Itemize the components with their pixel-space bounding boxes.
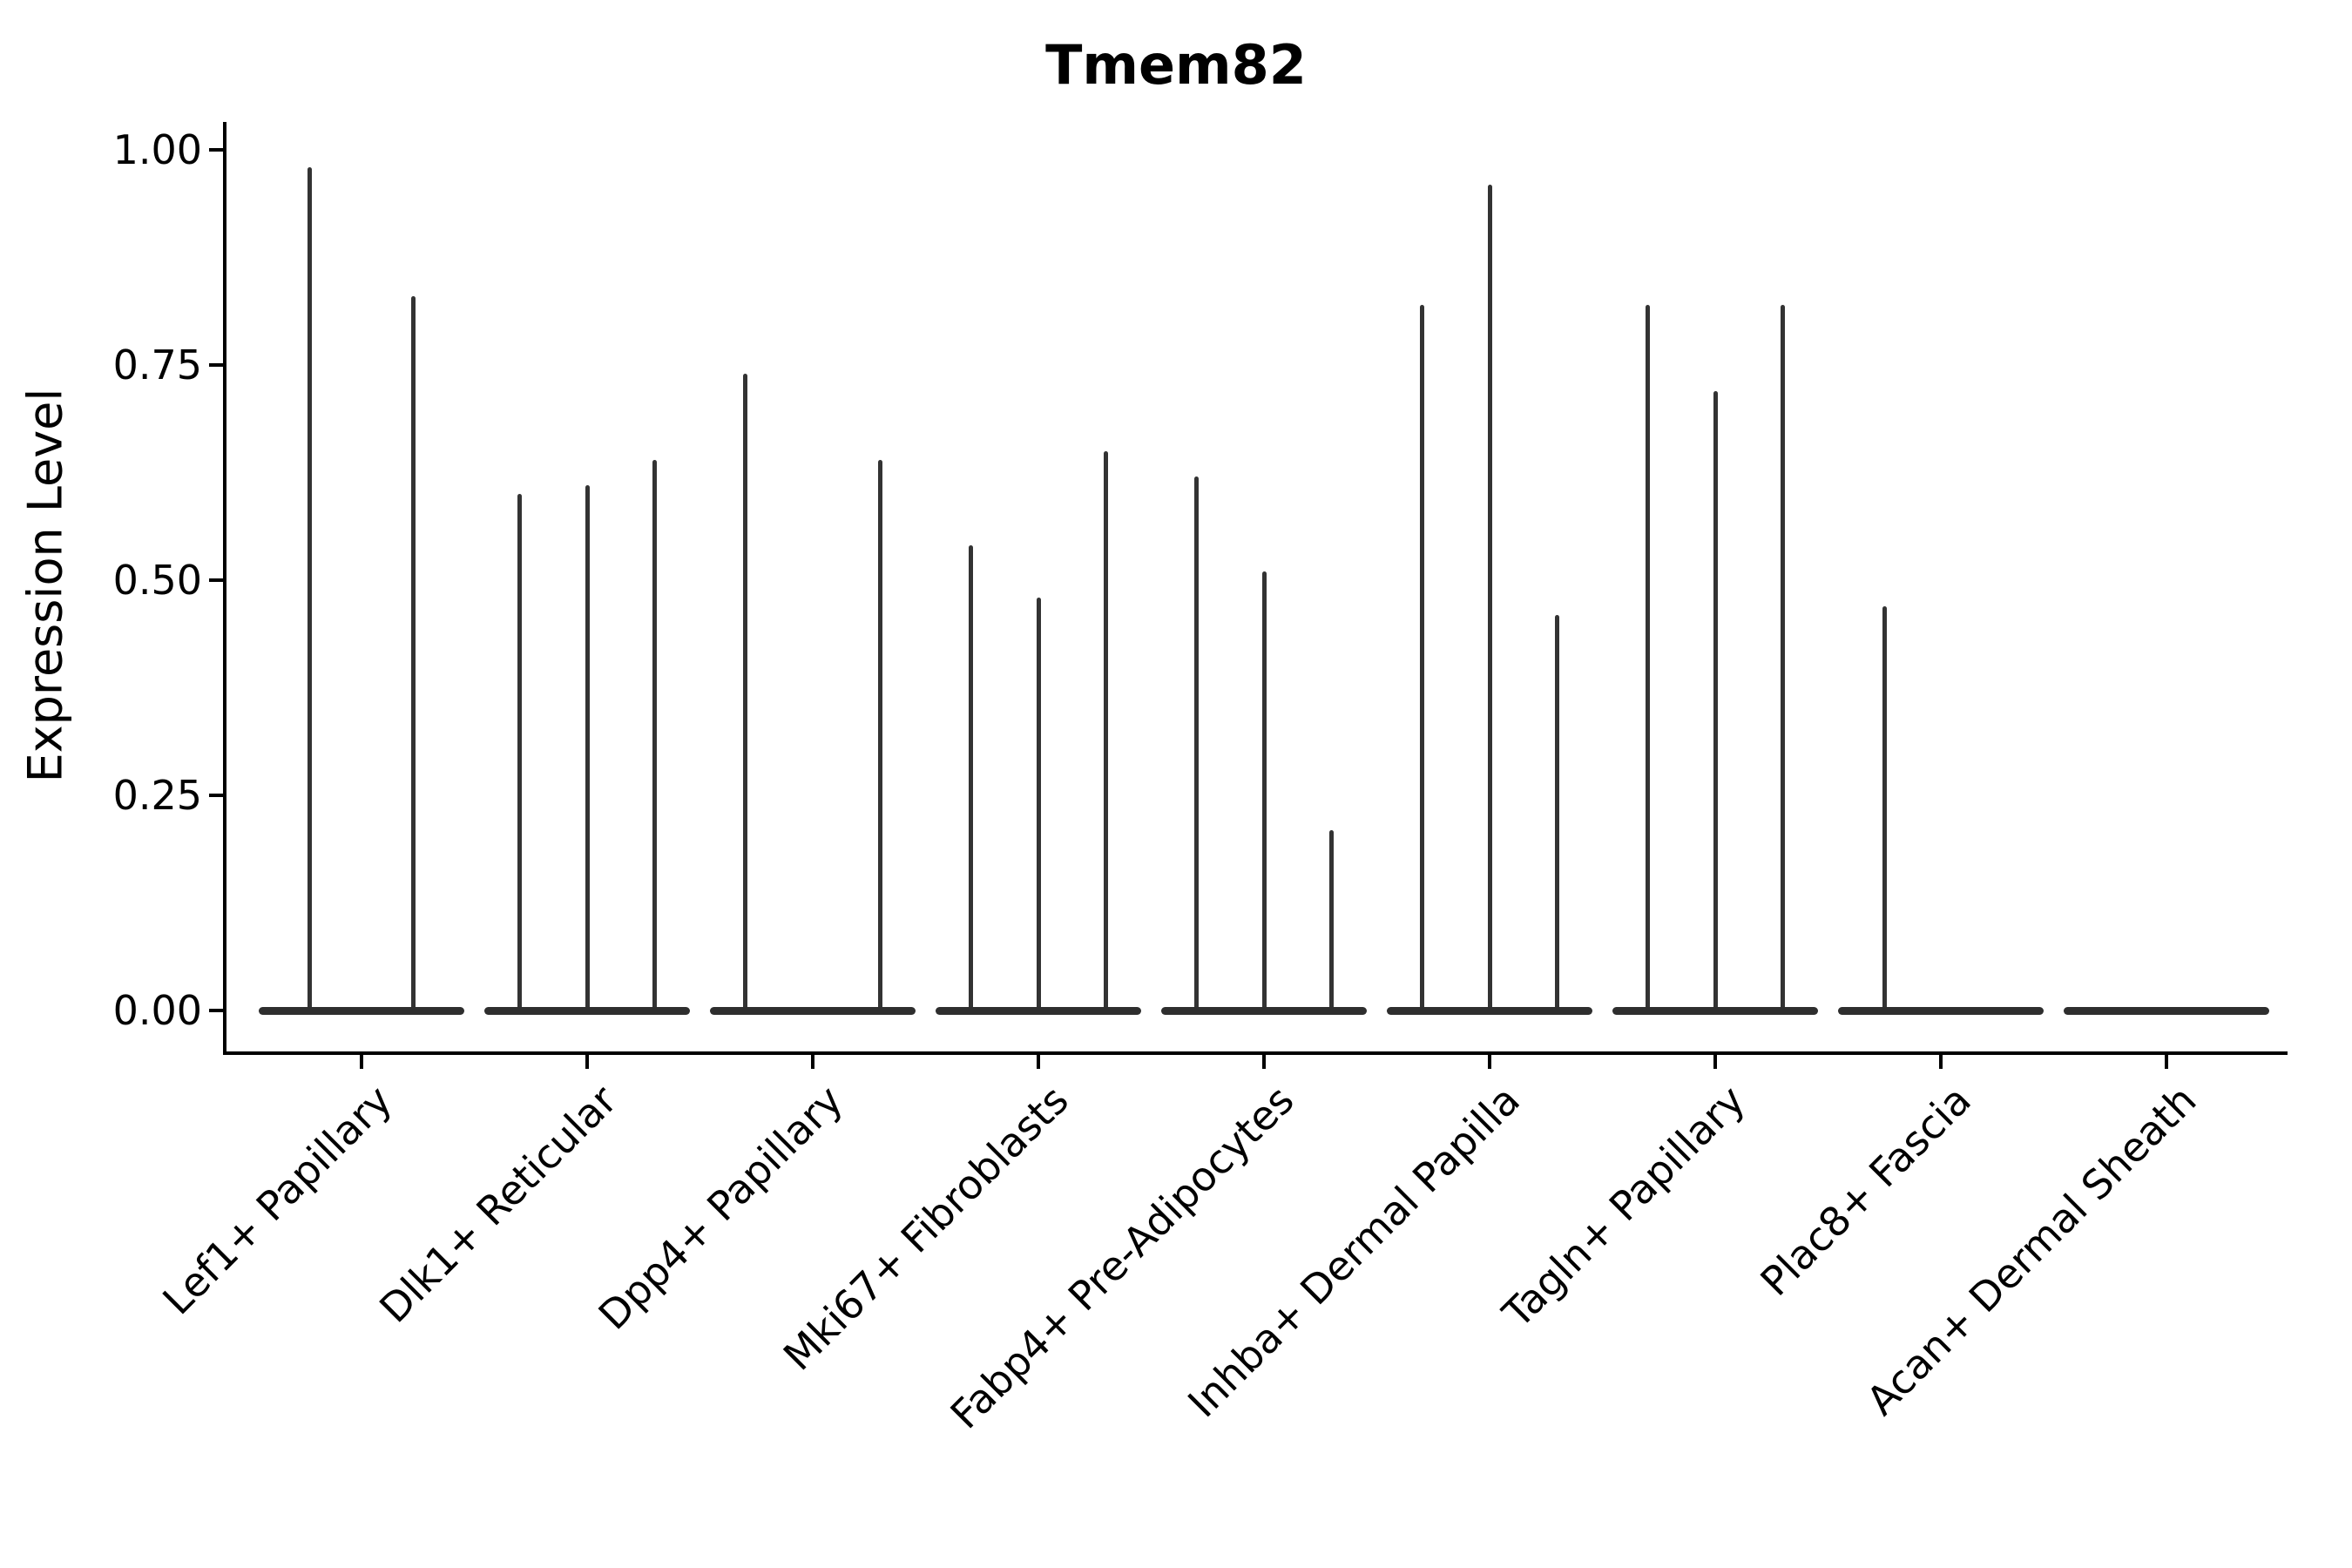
violin-spike [1555, 614, 1560, 1014]
y-tick-label: 0.75 [112, 341, 202, 389]
x-tick-mark [360, 1055, 363, 1069]
y-tick-label: 0.50 [112, 557, 202, 604]
y-tick-mark [209, 363, 223, 367]
violin-spike [1781, 304, 1786, 1014]
violin-spike [1104, 450, 1109, 1014]
y-axis-title: Expression Level [17, 388, 73, 783]
violin-spike [1036, 597, 1041, 1014]
x-tick-mark [2165, 1055, 2168, 1069]
violin-spike [652, 459, 658, 1014]
violin-spike [307, 166, 312, 1014]
violin-spike [1645, 304, 1650, 1014]
y-tick-mark [209, 148, 223, 152]
y-tick-mark [209, 578, 223, 582]
violin-spike [1261, 571, 1267, 1014]
x-tick-mark [585, 1055, 589, 1069]
violin-base [710, 1006, 916, 1015]
violin-spike [1487, 184, 1492, 1014]
violin-spike [742, 373, 747, 1014]
x-tick-mark [1262, 1055, 1266, 1069]
violin-spike [1193, 476, 1199, 1014]
y-tick-label: 0.25 [112, 772, 202, 819]
violin-base [1161, 1006, 1367, 1015]
plot-title: Tmem82 [1045, 33, 1307, 97]
violin-base [1387, 1006, 1592, 1015]
y-axis-line [223, 122, 226, 1055]
violin-spike [1882, 605, 1887, 1014]
violin-spike [411, 295, 416, 1014]
violin-spike [1713, 390, 1718, 1014]
violin-spike [968, 545, 973, 1014]
x-tick-mark [1037, 1055, 1040, 1069]
violin-base [936, 1006, 1141, 1015]
y-tick-label: 1.00 [112, 126, 202, 173]
x-tick-mark [1713, 1055, 1717, 1069]
x-tick-mark [1488, 1055, 1491, 1069]
violin-base [259, 1006, 464, 1015]
x-tick-mark [1939, 1055, 1943, 1069]
y-tick-label: 0.00 [112, 987, 202, 1034]
y-tick-mark [209, 1009, 223, 1012]
violin-base [484, 1006, 690, 1015]
violin-base [2064, 1006, 2269, 1015]
x-tick-mark [811, 1055, 814, 1069]
violin-spike [585, 485, 590, 1014]
x-axis-line [223, 1051, 2288, 1055]
violin-base [1612, 1006, 1818, 1015]
y-tick-mark [209, 794, 223, 797]
violin-spike [517, 494, 522, 1014]
violin-spike [1419, 304, 1424, 1014]
violin-spike [878, 459, 883, 1014]
violin-spike [1329, 829, 1335, 1014]
violin-base [1838, 1006, 2044, 1015]
